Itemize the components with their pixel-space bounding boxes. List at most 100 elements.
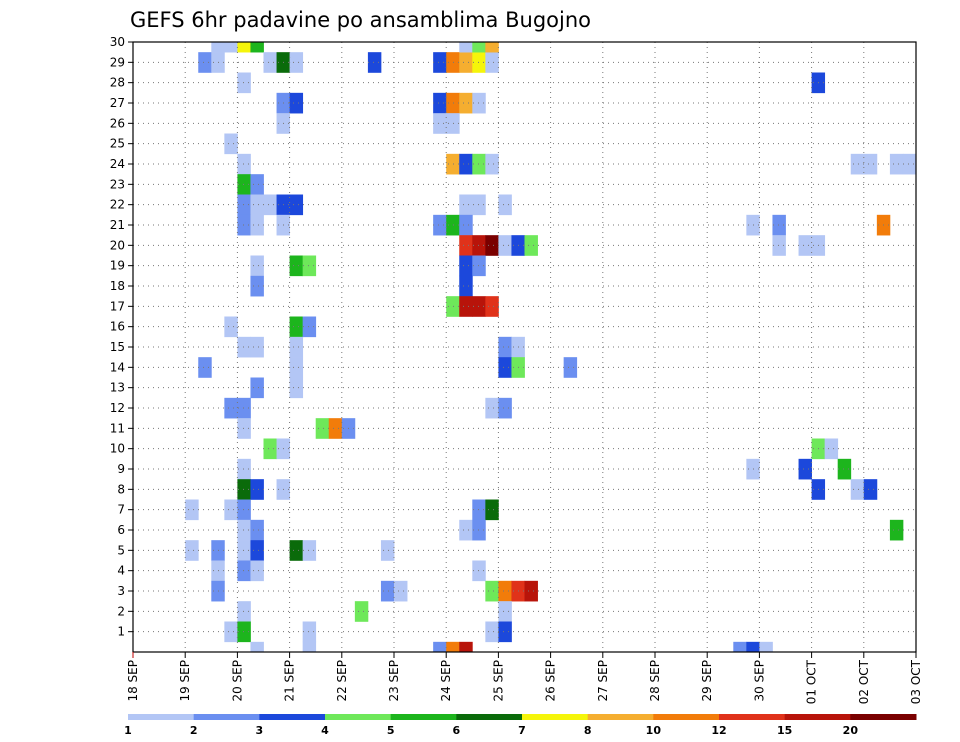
heatmap-cell	[224, 621, 238, 643]
x-tick-label: 20 SEP	[230, 660, 244, 702]
x-tick-label: 23 SEP	[387, 660, 401, 702]
heatmap-cell	[459, 235, 473, 256]
y-tick-label: 29	[110, 55, 125, 69]
heatmap-cell	[433, 92, 447, 114]
heatmap-cell	[237, 174, 251, 195]
heatmap-cell	[250, 641, 264, 653]
heatmap-cell	[563, 357, 578, 378]
heatmap-cell	[289, 540, 304, 561]
heatmap-cell	[459, 92, 473, 114]
x-tick-label: 28 SEP	[648, 660, 662, 702]
x-axis: 18 SEP 19 SEP 20 SEP 21 SEP 22 SEP 23 SEP 24 S…	[126, 652, 923, 704]
heatmap-cell	[394, 580, 408, 602]
heatmap-cell	[237, 458, 251, 480]
heatmap-cell	[289, 377, 304, 399]
heatmap-cell	[498, 580, 512, 602]
heatmap-cell	[263, 438, 277, 460]
heatmap-cell	[224, 133, 238, 155]
heatmap-cell	[289, 316, 304, 338]
heatmap-cell	[889, 153, 904, 175]
colorbar-swatch	[522, 714, 589, 720]
heatmap-cell	[485, 621, 499, 643]
x-tick-label: 03 OCT	[909, 659, 923, 704]
colorbar-swatch	[390, 714, 457, 720]
heatmap-cell	[459, 275, 473, 297]
heatmap-cell	[224, 499, 238, 521]
heatmap-cell	[237, 479, 251, 500]
y-tick-label: 10	[110, 442, 125, 456]
heatmap-cell	[472, 560, 486, 582]
colorbar-label: 20	[843, 724, 859, 737]
chart-title: GEFS 6hr padavine po ansamblima Bugojno	[130, 8, 591, 32]
gridlines	[133, 42, 916, 652]
y-tick-label: 18	[110, 279, 125, 293]
y-axis: 1234567891011121314151617181920212223242…	[110, 35, 133, 639]
heatmap-cell	[263, 52, 277, 73]
heatmap-cell	[302, 621, 317, 643]
heatmap-cell	[472, 92, 486, 114]
heatmap-cell	[250, 540, 264, 561]
heatmap-cell	[498, 336, 512, 358]
heatmap-cell	[863, 479, 878, 500]
heatmap-cell	[224, 316, 238, 338]
colorbar-label: 7	[518, 724, 526, 737]
heatmap-cell	[524, 235, 538, 256]
colorbar-label: 5	[387, 724, 395, 737]
heatmap-cell	[289, 194, 304, 216]
heatmap-cell	[459, 153, 473, 175]
x-tick-label: 21 SEP	[283, 660, 297, 702]
heatmap-cell	[485, 296, 499, 317]
heatmap-cell	[446, 214, 460, 236]
heatmap-cell	[237, 519, 251, 541]
heatmap-cell	[459, 255, 473, 277]
heatmap-cell	[772, 214, 786, 236]
colorbar-swatch	[719, 714, 786, 720]
heatmap-cell	[289, 92, 304, 114]
y-tick-label: 23	[110, 177, 125, 191]
heatmap-cell	[485, 235, 499, 256]
colorbar-swatch	[456, 714, 523, 720]
y-tick-label: 19	[110, 259, 125, 273]
heatmap-cell	[328, 418, 343, 439]
heatmap-cell	[237, 194, 251, 216]
heatmap-cell	[237, 214, 251, 236]
colorbar-label: 6	[453, 724, 461, 737]
y-tick-label: 11	[110, 421, 125, 435]
y-tick-label: 26	[110, 116, 125, 130]
colorbar-label: 2	[190, 724, 198, 737]
heatmap-cell	[250, 275, 264, 297]
heatmap-cell	[459, 214, 473, 236]
heatmap-cell	[433, 113, 447, 134]
heatmap-cell	[889, 519, 904, 541]
heatmap-cell	[485, 580, 499, 602]
colorbar-swatch	[587, 714, 654, 720]
heatmap-cell	[863, 153, 878, 175]
heatmap-cell	[472, 519, 486, 541]
heatmap-cell	[472, 499, 486, 521]
heatmap-cell	[446, 52, 460, 73]
heatmap-cell	[472, 296, 486, 317]
y-tick-label: 7	[117, 503, 125, 517]
colorbar-swatch	[259, 714, 326, 720]
heatmap-cell	[237, 418, 251, 439]
y-tick-label: 4	[117, 564, 125, 578]
x-tick-label: 30 SEP	[752, 660, 766, 702]
heatmap-cell	[237, 336, 251, 358]
x-tick-label: 02 OCT	[857, 659, 871, 704]
heatmap-cell	[433, 52, 447, 73]
y-tick-label: 25	[110, 137, 125, 151]
heatmap-cell	[302, 255, 317, 277]
heatmap-cell	[237, 72, 251, 94]
heatmap-cell	[850, 153, 865, 175]
heatmap-cell	[250, 336, 264, 358]
x-tick-label: 26 SEP	[544, 660, 558, 702]
heatmap-cell	[250, 214, 264, 236]
y-tick-label: 17	[110, 299, 125, 313]
heatmap-cell	[237, 42, 251, 53]
heatmap-cell	[472, 255, 486, 277]
heatmap-cell	[446, 113, 460, 134]
y-tick-label: 1	[117, 625, 125, 639]
cells-layer	[185, 42, 917, 653]
heatmap-cell	[380, 540, 395, 561]
colorbar: 1 2 3 4 5 6 7 8 10 12 15 20	[124, 714, 917, 737]
